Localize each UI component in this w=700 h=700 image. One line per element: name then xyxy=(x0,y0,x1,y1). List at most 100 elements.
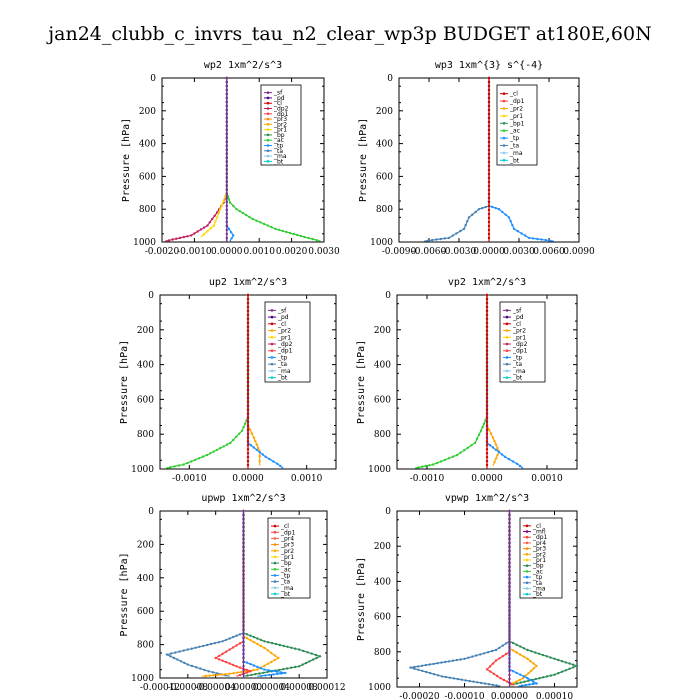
data-point xyxy=(215,216,219,219)
legend-item: _pd xyxy=(268,314,289,321)
y-tick-label: 200 xyxy=(376,107,393,117)
series_ta xyxy=(423,76,491,242)
data-point xyxy=(250,432,254,435)
y-tick-label: 200 xyxy=(139,107,156,117)
data-point xyxy=(575,664,579,668)
legend-item: _ma xyxy=(264,153,287,160)
data-point xyxy=(225,124,228,128)
legend-marker xyxy=(525,530,529,533)
x-tick-label: 0.0010 xyxy=(291,474,323,484)
x-tick-label: 0.0060 xyxy=(533,247,565,257)
y-tick-label: 0 xyxy=(148,507,154,517)
data-point xyxy=(242,537,245,540)
y-tick-label: 0 xyxy=(150,74,156,84)
data-point xyxy=(524,234,527,237)
data-point xyxy=(225,140,228,144)
data-point xyxy=(508,645,511,649)
data-point xyxy=(286,645,289,648)
data-point xyxy=(568,662,571,665)
legend-marker xyxy=(505,349,509,353)
data-point xyxy=(491,436,495,439)
data-point xyxy=(532,237,535,240)
data-point xyxy=(175,237,178,240)
data-point xyxy=(245,661,249,664)
series_dp2 xyxy=(165,76,228,242)
data-point xyxy=(240,429,244,432)
data-point xyxy=(225,132,228,136)
y-tick-label: 1000 xyxy=(131,465,154,475)
data-point xyxy=(487,128,491,132)
data-point xyxy=(186,648,189,651)
data-point xyxy=(242,633,245,636)
data-point xyxy=(496,453,499,457)
data-point xyxy=(242,645,245,648)
data-point xyxy=(225,108,228,112)
x-tick-label: -0.0010 xyxy=(177,247,212,257)
data-point xyxy=(246,674,249,677)
legend-label: _sf xyxy=(277,307,287,314)
data-point xyxy=(545,655,548,658)
legend-marker xyxy=(273,524,277,528)
data-point xyxy=(485,459,489,463)
legend-marker xyxy=(525,547,529,550)
data-point xyxy=(294,665,297,669)
data-point xyxy=(190,234,193,237)
data-point xyxy=(235,665,238,668)
legend-marker xyxy=(270,362,274,366)
data-point xyxy=(272,460,275,463)
data-point xyxy=(177,464,181,467)
data-point xyxy=(493,460,496,464)
data-point xyxy=(485,353,489,356)
legend-label: _ma xyxy=(532,585,546,592)
data-point xyxy=(242,565,245,568)
legend-item: _pr2 xyxy=(264,121,287,128)
legend-label: _cl xyxy=(509,91,518,98)
series_dp1 xyxy=(165,293,250,469)
data-point xyxy=(515,680,518,683)
legend-label: _bp1 xyxy=(509,120,525,127)
legend-marker xyxy=(270,342,274,346)
data-point xyxy=(428,464,431,467)
data-point xyxy=(219,208,222,211)
data-point xyxy=(225,208,228,212)
legend-label: _pr2 xyxy=(532,551,546,558)
data-point xyxy=(485,293,489,297)
data-point xyxy=(560,660,564,663)
data-point xyxy=(242,625,245,628)
data-point xyxy=(246,448,250,451)
data-point xyxy=(508,681,511,685)
legend-marker xyxy=(505,335,509,339)
data-point xyxy=(485,380,489,384)
legend-label: _ta xyxy=(273,148,283,155)
data-point xyxy=(266,649,270,652)
legend-label: _pr1 xyxy=(512,334,526,341)
data-point xyxy=(479,429,483,432)
plot-frame xyxy=(161,77,325,243)
data-point xyxy=(202,644,205,648)
data-point xyxy=(485,305,489,309)
legend-marker xyxy=(270,329,274,332)
legend-item: _sf xyxy=(264,90,283,97)
data-point xyxy=(485,368,489,372)
legend-label: _pr2 xyxy=(277,328,291,335)
data-point xyxy=(473,441,477,445)
data-point xyxy=(508,525,511,529)
data-point xyxy=(520,232,523,235)
legend-item: _bt xyxy=(503,375,523,382)
data-point xyxy=(242,609,245,612)
data-point xyxy=(204,674,207,678)
data-point xyxy=(178,650,181,653)
y-axis-label: Pressure [hPa] xyxy=(356,557,367,641)
legend-marker xyxy=(525,575,529,579)
data-point xyxy=(485,376,489,380)
data-point xyxy=(235,644,238,647)
series-line_pr1 xyxy=(200,78,228,238)
data-point xyxy=(440,675,444,678)
data-point xyxy=(495,674,499,678)
y-tick-label: 200 xyxy=(137,326,154,336)
data-point xyxy=(310,652,313,655)
data-point xyxy=(256,665,259,669)
data-point xyxy=(508,625,511,629)
data-point xyxy=(190,664,194,668)
data-point xyxy=(217,641,220,644)
